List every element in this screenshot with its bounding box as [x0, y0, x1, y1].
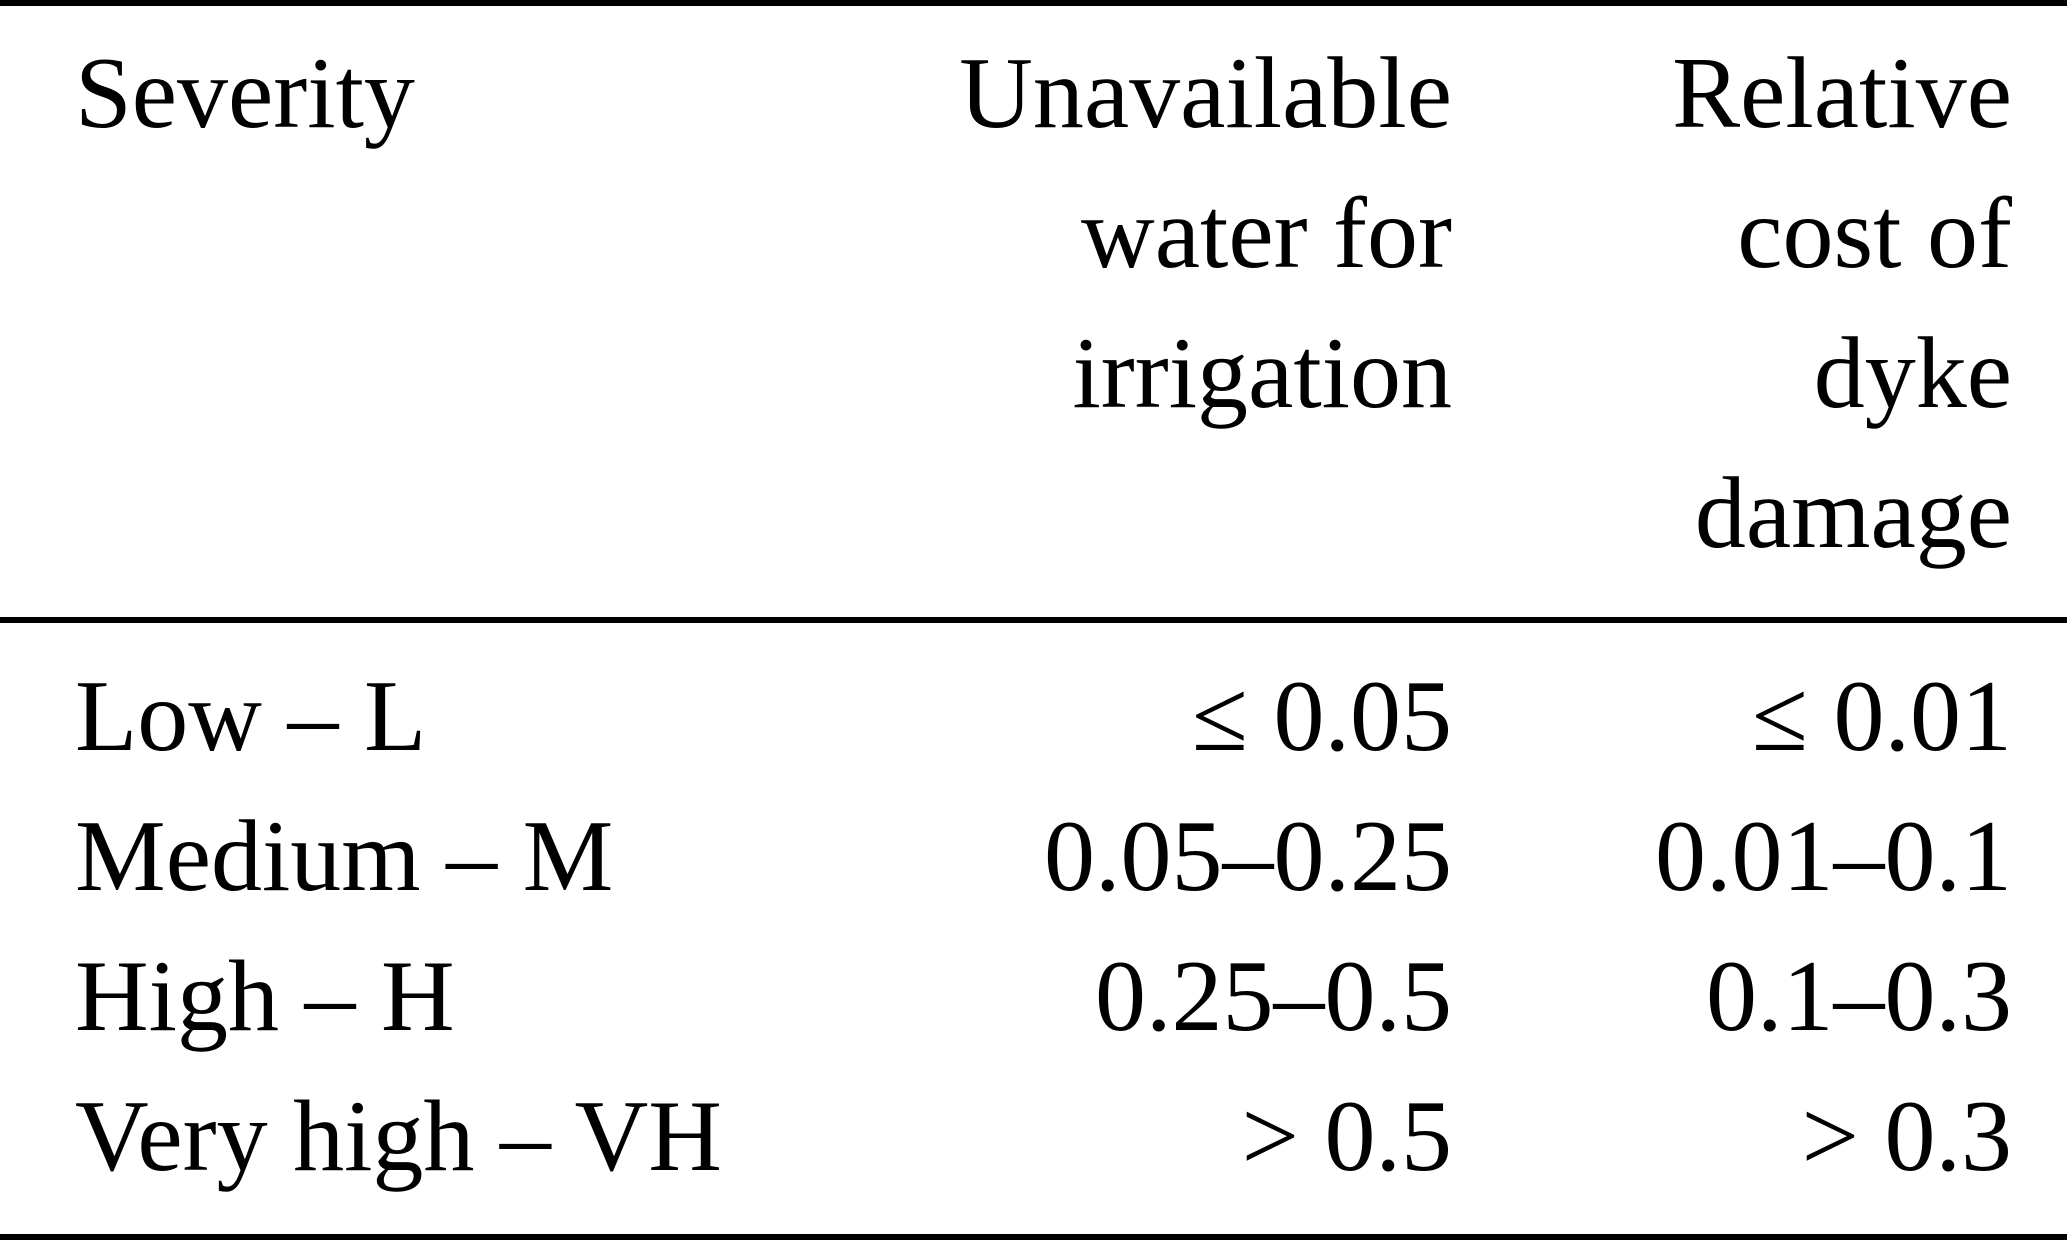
cell-water-low: ≤ 0.05: [1192, 660, 1452, 773]
header-line-damage: damage: [1694, 457, 2012, 570]
table-row-high: High – H 0.25–0.5 0.1–0.3: [0, 927, 2067, 1067]
header-line-relative: Relative: [1672, 37, 2012, 150]
cell-dyke-very-high: > 0.3: [1801, 1080, 2012, 1193]
table-body: Low – L ≤ 0.05 ≤ 0.01 Medium – M 0.05–0.…: [0, 623, 2067, 1207]
header-line-cost-of: cost of: [1737, 177, 2012, 290]
cell-dyke-low: ≤ 0.01: [1752, 660, 2012, 773]
header-cell-unavailable-water: Unavailable water for irrigation: [887, 24, 1452, 617]
header-line-dyke: dyke: [1813, 317, 2012, 430]
cell-dyke-high: 0.1–0.3: [1706, 940, 2012, 1053]
cell-water-high: 0.25–0.5: [1095, 940, 1452, 1053]
table-midrule: [0, 617, 2067, 623]
cell-severity-high: High – H: [75, 940, 455, 1053]
cell-severity-low: Low – L: [75, 660, 427, 773]
cell-severity-medium: Medium – M: [75, 800, 614, 913]
table-row-low: Low – L ≤ 0.05 ≤ 0.01: [0, 647, 2067, 787]
cell-water-very-high: > 0.5: [1241, 1080, 1452, 1193]
table-row-very-high: Very high – VH > 0.5 > 0.3: [0, 1067, 2067, 1207]
cell-water-medium: 0.05–0.25: [1044, 800, 1452, 913]
header-line-water-for: water for: [1081, 177, 1452, 290]
cell-dyke-medium: 0.01–0.1: [1655, 800, 2012, 913]
header-label-severity: Severity: [75, 37, 415, 150]
table-header-row: Severity Unavailable water for irrigatio…: [0, 6, 2067, 617]
header-cell-severity: Severity: [75, 24, 887, 617]
table-row-medium: Medium – M 0.05–0.25 0.01–0.1: [0, 787, 2067, 927]
cell-severity-very-high: Very high – VH: [75, 1080, 722, 1193]
header-cell-relative-cost: Relative cost of dyke damage: [1452, 24, 2012, 617]
header-line-irrigation: irrigation: [1072, 317, 1452, 430]
header-line-unavailable: Unavailable: [959, 37, 1452, 150]
